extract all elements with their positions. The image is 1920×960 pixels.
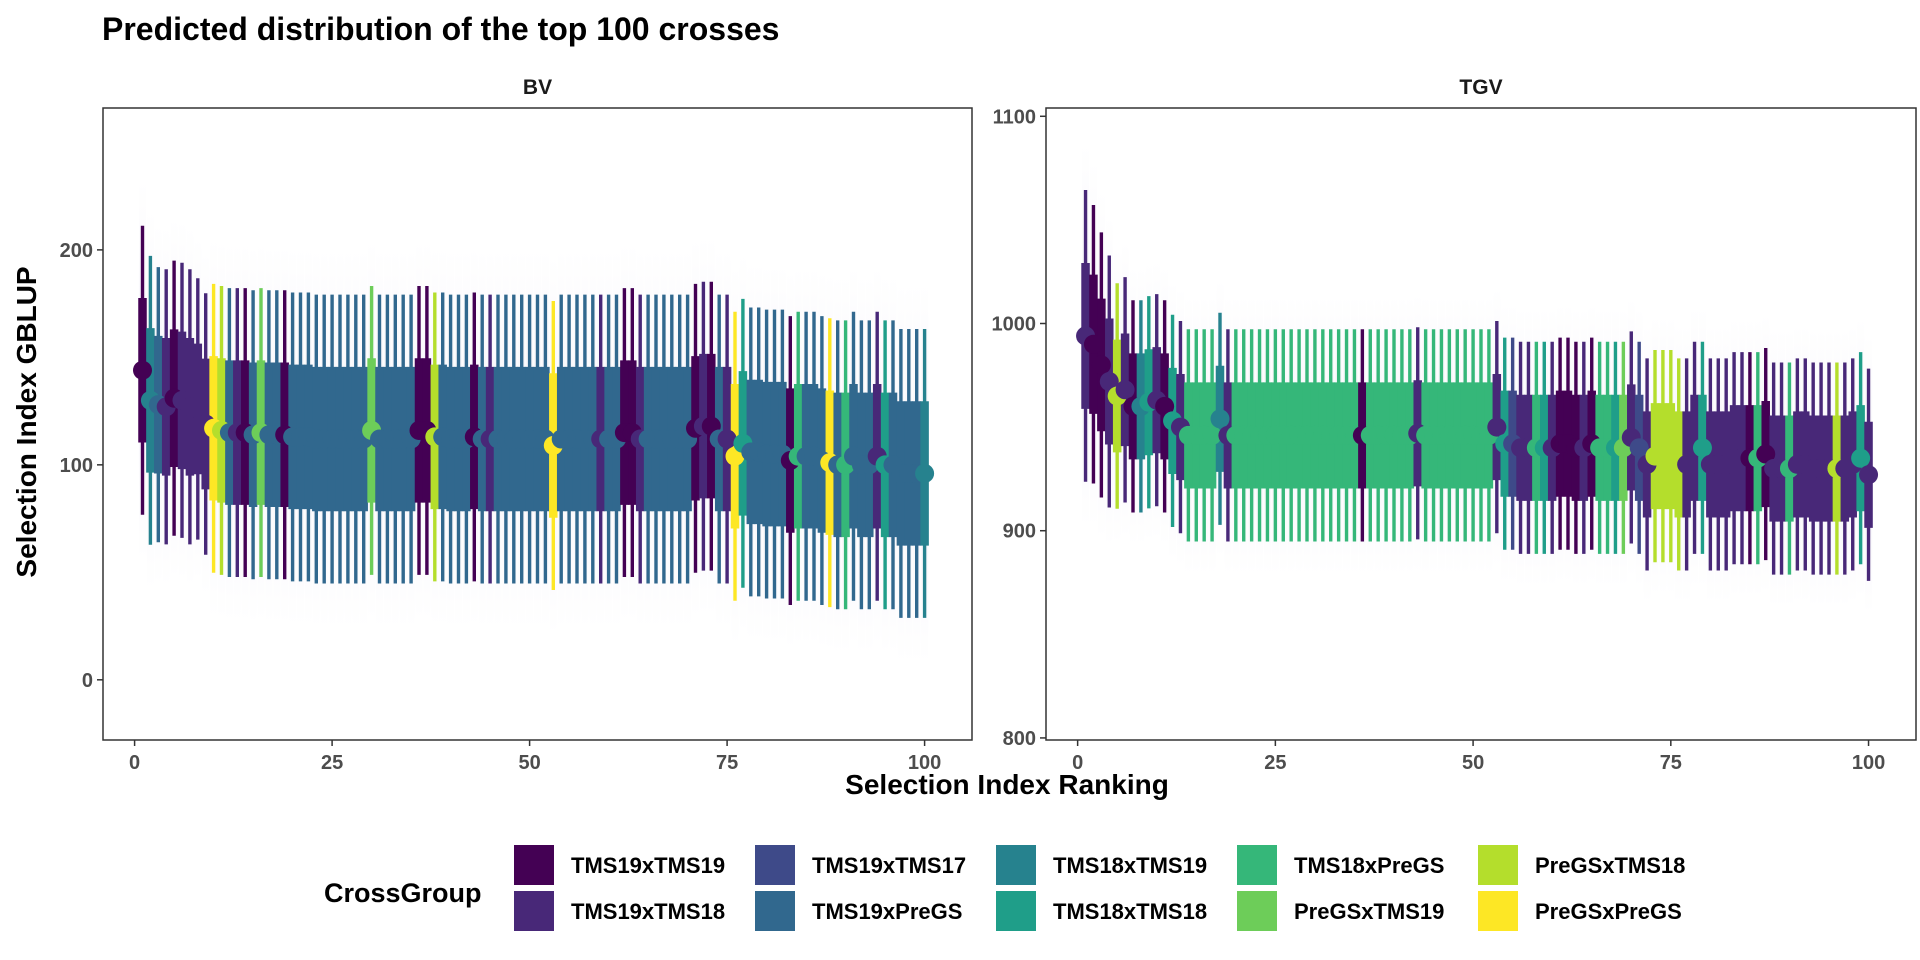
- legend: CrossGroup TMS19xTMS19 TMS19xTMS18 TMS19xT…: [324, 845, 1685, 931]
- y-tick-label: 0: [82, 670, 93, 692]
- legend-item: TMS18xTMS18: [996, 891, 1207, 931]
- point-estimate: [1629, 438, 1649, 458]
- legend-item: PreGSxPreGS: [1478, 891, 1682, 931]
- legend-item: TMS19xTMS17: [755, 845, 966, 885]
- legend-swatch: [996, 891, 1036, 931]
- legend-swatch: [755, 891, 795, 931]
- legend-title: CrossGroup: [324, 878, 482, 908]
- point-estimate: [1115, 380, 1135, 400]
- facet-strip-label: BV: [523, 76, 552, 99]
- point-estimate: [717, 429, 737, 449]
- x-tick-label: 25: [1264, 752, 1286, 774]
- point-estimate: [1756, 444, 1776, 464]
- x-tick-label: 0: [129, 752, 140, 774]
- y-tick-label: 900: [1003, 521, 1036, 543]
- legend-swatch: [996, 845, 1036, 885]
- legend-item: TMS19xTMS19: [514, 845, 725, 885]
- legend-item: TMS19xPreGS: [755, 891, 962, 931]
- legend-swatch: [514, 845, 554, 885]
- x-tick-label: 100: [1852, 752, 1885, 774]
- point-estimates: [1076, 326, 1879, 485]
- y-axis-title: Selection Index GBLUP: [11, 266, 42, 577]
- point-estimate: [915, 463, 935, 483]
- x-tick-label: 100: [908, 752, 941, 774]
- point-estimate: [1487, 417, 1507, 437]
- legend-label: TMS19xPreGS: [812, 899, 962, 924]
- x-tick-label: 75: [716, 752, 738, 774]
- x-axis-title: Selection Index Ranking: [845, 769, 1169, 800]
- point-estimate: [1099, 372, 1119, 392]
- y-tick-label: 800: [1003, 728, 1036, 750]
- legend-swatch: [1478, 845, 1518, 885]
- point-estimate: [1677, 454, 1697, 474]
- point-estimate: [1083, 334, 1103, 354]
- legend-item: TMS19xTMS18: [514, 891, 725, 931]
- legend-label: TMS19xTMS17: [812, 853, 966, 878]
- legend-item: PreGSxTMS18: [1478, 845, 1685, 885]
- y-tick-label: 200: [60, 240, 93, 262]
- point-estimate: [1851, 448, 1871, 468]
- legend-swatch: [1478, 891, 1518, 931]
- x-tick-label: 0: [1072, 752, 1083, 774]
- panel-border: [1045, 107, 1917, 741]
- panel-tgv: TGV 0 25 50 75 100 800 900 1000 1100: [992, 76, 1917, 774]
- point-estimate: [188, 399, 208, 419]
- legend-label: PreGSxTMS18: [1535, 853, 1685, 878]
- y-tick-label: 1100: [993, 106, 1036, 128]
- point-estimate: [1210, 409, 1230, 429]
- point-estimate: [133, 360, 152, 380]
- point-estimate: [1859, 465, 1879, 485]
- panel-border: [102, 107, 973, 741]
- facet-strip-label: TGV: [1459, 76, 1502, 99]
- legend-item: TMS18xTMS19: [996, 845, 1207, 885]
- point-estimate: [1692, 438, 1712, 458]
- legend-label: PreGSxTMS19: [1294, 899, 1444, 924]
- legend-item: PreGSxTMS19: [1237, 891, 1444, 931]
- legend-label: PreGSxPreGS: [1535, 899, 1682, 924]
- legend-swatch: [1237, 845, 1277, 885]
- legend-label: TMS19xTMS18: [571, 899, 725, 924]
- point-estimate: [1091, 355, 1111, 375]
- panel-bv: BV 0 25 50 75 100 0 100 200: [60, 76, 973, 774]
- legend-item: TMS18xPreGS: [1237, 845, 1444, 885]
- point-estimate: [1202, 425, 1222, 445]
- legend-swatch: [1237, 891, 1277, 931]
- point-estimate: [1155, 396, 1175, 416]
- x-tick-label: 50: [1462, 752, 1484, 774]
- y-tick-label: 1000: [992, 314, 1037, 336]
- legend-label: TMS18xTMS18: [1053, 899, 1207, 924]
- x-tick-label: 25: [321, 752, 343, 774]
- legend-swatch: [755, 845, 795, 885]
- y-tick-label: 100: [60, 455, 93, 477]
- x-tick-label: 75: [1660, 752, 1682, 774]
- legend-label: TMS19xTMS19: [571, 853, 725, 878]
- point-estimates: [133, 360, 935, 483]
- x-tick-label: 50: [518, 752, 540, 774]
- distribution-halos: [1081, 144, 1873, 615]
- legend-label: TMS18xTMS19: [1053, 853, 1207, 878]
- legend-swatch: [514, 891, 554, 931]
- chart-title: Predicted distribution of the top 100 cr…: [102, 11, 779, 47]
- legend-label: TMS18xPreGS: [1294, 853, 1444, 878]
